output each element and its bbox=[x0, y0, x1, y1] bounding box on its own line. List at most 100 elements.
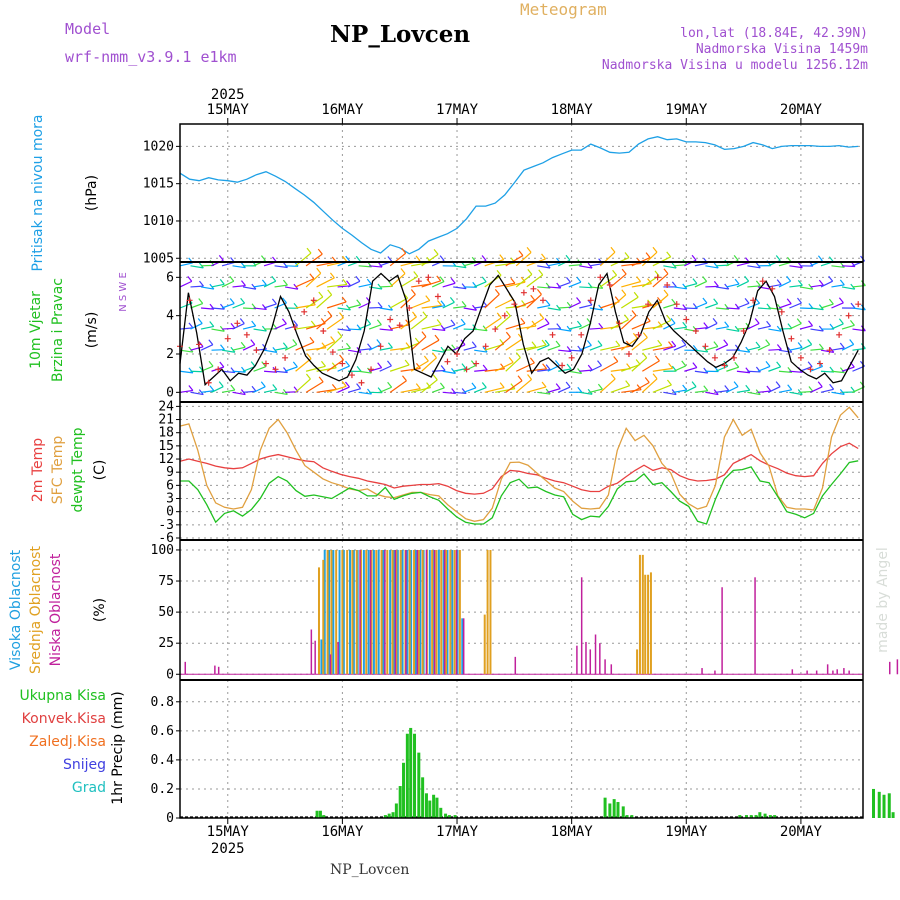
wind-obs-marker bbox=[606, 282, 613, 288]
wind-barb-feather bbox=[671, 340, 677, 347]
wind-barb bbox=[620, 315, 637, 330]
wind-barb bbox=[537, 369, 551, 372]
precip-bar bbox=[625, 815, 629, 818]
wind-barb-feather bbox=[209, 385, 215, 392]
temp-unit: (C) bbox=[92, 460, 108, 481]
wind-barb-feather bbox=[712, 318, 718, 324]
wind-barb bbox=[631, 283, 652, 288]
wind-barb bbox=[242, 286, 256, 290]
wind-barb bbox=[400, 276, 419, 288]
wind-barb bbox=[232, 323, 245, 330]
wind-barb bbox=[505, 255, 524, 267]
y-tick-label: 18 bbox=[158, 426, 174, 441]
wind-barb-feather bbox=[682, 304, 688, 310]
wind-barb bbox=[200, 307, 215, 310]
wind-barb-feather bbox=[219, 278, 225, 285]
wind-barb bbox=[537, 304, 551, 309]
wind-barb-feather bbox=[576, 297, 582, 303]
wind-barb bbox=[379, 307, 393, 311]
wind-barb-feather bbox=[544, 339, 550, 346]
wind-barb-feather bbox=[642, 352, 648, 359]
wind-barb-feather bbox=[450, 319, 456, 326]
wind-barb bbox=[295, 278, 315, 288]
wind-barb bbox=[421, 280, 441, 288]
wind-barb bbox=[379, 365, 392, 372]
wind-barb-feather bbox=[377, 362, 383, 369]
wind-barb bbox=[473, 386, 487, 393]
wind-barb bbox=[484, 293, 500, 309]
wind-barb-feather bbox=[240, 297, 246, 304]
wind-barb bbox=[820, 370, 834, 373]
wind-barb-feather bbox=[724, 321, 730, 328]
wind-barb bbox=[579, 265, 593, 269]
wind-barb-feather bbox=[505, 331, 511, 338]
wind-barb bbox=[673, 286, 687, 290]
wind-barb bbox=[841, 265, 855, 268]
wind-barb-feather bbox=[331, 362, 337, 369]
wind-barb-feather bbox=[345, 381, 350, 388]
temp-line bbox=[179, 442, 859, 495]
wind-barb bbox=[789, 323, 802, 330]
station-elevation: Nadmorska Visina 1459m bbox=[695, 42, 868, 57]
wind-barb-feather bbox=[356, 366, 362, 372]
wind-barb bbox=[757, 365, 771, 372]
wind-barb-feather bbox=[500, 363, 506, 370]
wind-barb bbox=[831, 323, 844, 330]
wind-ylabel-sub: Brzina i Pravac bbox=[50, 278, 66, 382]
wind-barb bbox=[442, 282, 456, 288]
wind-obs-marker bbox=[645, 301, 652, 308]
wind-barb-feather bbox=[345, 255, 351, 262]
wind-barb-feather bbox=[766, 385, 772, 392]
precip-bar bbox=[608, 803, 612, 818]
wind-barb bbox=[326, 359, 344, 372]
wind-barb-feather bbox=[366, 318, 372, 325]
precip-bar bbox=[424, 793, 428, 818]
wind-barb-feather bbox=[702, 297, 708, 304]
wind-barb-feather bbox=[636, 384, 642, 391]
wind-barb bbox=[453, 265, 467, 269]
cloud-unit: (%) bbox=[92, 598, 108, 622]
wind-barb bbox=[768, 307, 782, 310]
wind-barb bbox=[631, 357, 648, 372]
wind-barb bbox=[295, 325, 316, 330]
wind-barb-feather bbox=[796, 318, 802, 324]
wind-barb bbox=[515, 251, 532, 267]
wind-barb-feather bbox=[818, 304, 824, 310]
wind-barb bbox=[263, 349, 277, 353]
wind-barb-feather bbox=[817, 255, 823, 262]
wind-barb bbox=[673, 365, 686, 372]
wind-barb-feather bbox=[318, 376, 324, 383]
precip-legend-label: Grad bbox=[72, 780, 106, 796]
wind-obs-marker bbox=[731, 354, 738, 361]
cloud-ylabel: Visoka Oblacnost bbox=[8, 549, 24, 670]
wind-barb-feather bbox=[631, 310, 637, 316]
wind-barb-feather bbox=[597, 383, 603, 390]
wind-barb-feather bbox=[517, 375, 523, 382]
wind-barb bbox=[599, 378, 616, 393]
wind-barb bbox=[621, 281, 641, 288]
wind-barb bbox=[348, 349, 362, 354]
wind-barb bbox=[600, 345, 620, 351]
wind-barb-feather bbox=[499, 382, 505, 388]
wind-barb bbox=[305, 381, 324, 393]
precip-bar bbox=[315, 810, 319, 818]
wind-barb-feather bbox=[776, 279, 782, 285]
wind-barb bbox=[316, 277, 335, 288]
precip-legend-label: Snijeg bbox=[63, 757, 106, 773]
wind-barb-feather bbox=[733, 381, 739, 388]
wind-barb bbox=[673, 344, 687, 351]
wind-barb bbox=[726, 328, 740, 332]
wind-obs-marker bbox=[559, 362, 566, 369]
wind-barb bbox=[537, 344, 550, 351]
wind-barb-feather bbox=[531, 341, 537, 348]
wind-barb bbox=[663, 391, 677, 396]
wind-barb-feather bbox=[412, 311, 417, 318]
wind-barb-feather bbox=[515, 352, 521, 358]
wind-obs-marker bbox=[320, 328, 327, 334]
wind-obs-marker bbox=[702, 343, 709, 350]
wind-barb bbox=[747, 322, 760, 330]
wind-barb-feather bbox=[413, 271, 419, 277]
wind-barb-feather bbox=[387, 381, 393, 388]
wind-barb bbox=[337, 386, 350, 393]
wind-barb bbox=[295, 378, 311, 393]
